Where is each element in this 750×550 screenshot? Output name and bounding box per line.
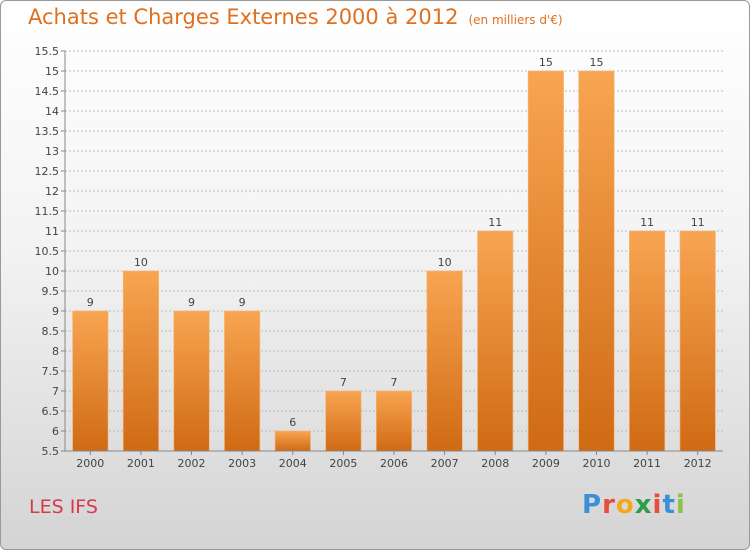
bar-2000 bbox=[72, 310, 109, 452]
y-tick-label: 6 bbox=[52, 425, 59, 438]
y-tick-label: 14.5 bbox=[35, 85, 60, 98]
x-axis-ticks: 2000 2001 2002 2003 2004 2005 2006 2007 2008 2009… bbox=[76, 451, 712, 470]
bar-2003 bbox=[224, 310, 261, 452]
data-label: 9 bbox=[87, 296, 94, 309]
y-tick-label: 11.5 bbox=[35, 205, 60, 218]
bar-2004 bbox=[274, 430, 311, 452]
y-tick-label: 13 bbox=[45, 145, 59, 158]
data-label: 10 bbox=[134, 256, 148, 269]
x-tick-label: 2005 bbox=[329, 457, 357, 470]
bar-2011 bbox=[629, 230, 666, 452]
data-label: 11 bbox=[488, 216, 502, 229]
y-tick-label: 8.5 bbox=[42, 325, 60, 338]
y-tick-label: 15 bbox=[45, 65, 59, 78]
x-tick-label: 2001 bbox=[127, 457, 155, 470]
logo-letter: i bbox=[652, 490, 663, 520]
x-tick-label: 2000 bbox=[76, 457, 104, 470]
y-tick-label: 15.5 bbox=[35, 45, 60, 58]
bar-2007 bbox=[426, 270, 463, 452]
x-tick-label: 2011 bbox=[633, 457, 661, 470]
grid-lines bbox=[65, 50, 723, 432]
bar-2008 bbox=[477, 230, 514, 452]
place-name: LES IFS bbox=[29, 496, 98, 518]
data-label: 10 bbox=[438, 256, 452, 269]
y-tick-label: 8 bbox=[52, 345, 59, 358]
chart-title-text: Achats et Charges Externes 2000 à 2012 bbox=[28, 5, 459, 29]
bar-2005 bbox=[325, 390, 362, 452]
x-tick-label: 2009 bbox=[532, 457, 560, 470]
data-label: 15 bbox=[539, 56, 553, 69]
y-tick-label: 10 bbox=[45, 265, 59, 278]
y-tick-label: 12 bbox=[45, 185, 59, 198]
chart-subtitle: (en milliers d'€) bbox=[468, 13, 563, 27]
y-tick-label: 9 bbox=[52, 305, 59, 318]
x-tick-label: 2012 bbox=[684, 457, 712, 470]
logo-letter: P bbox=[582, 490, 603, 520]
logo-letter: o bbox=[615, 490, 635, 520]
logo-letter: x bbox=[634, 490, 653, 520]
data-label: 6 bbox=[289, 416, 296, 429]
bar-2010 bbox=[578, 70, 615, 452]
bar-2009 bbox=[527, 70, 564, 452]
y-axis-ticks: 5.5 6 6.5 7 7.5 8 8.5 9 9.5 10 10.5 11 11.5 12 12.5 13 1… bbox=[35, 45, 65, 458]
data-label: 9 bbox=[239, 296, 246, 309]
y-tick-label: 12.5 bbox=[35, 165, 60, 178]
bar-2012 bbox=[679, 230, 716, 452]
data-label: 9 bbox=[188, 296, 195, 309]
bar-2001 bbox=[122, 270, 159, 452]
x-tick-label: 2002 bbox=[178, 457, 206, 470]
data-label: 7 bbox=[340, 376, 347, 389]
data-label: 15 bbox=[589, 56, 603, 69]
logo-letter: r bbox=[602, 490, 616, 520]
logo-letter: t bbox=[662, 490, 676, 520]
bar-2002 bbox=[173, 310, 210, 452]
y-tick-label: 7.5 bbox=[42, 365, 60, 378]
y-tick-label: 6.5 bbox=[42, 405, 60, 418]
y-tick-label: 14 bbox=[45, 105, 59, 118]
x-tick-label: 2003 bbox=[228, 457, 256, 470]
x-tick-label: 2004 bbox=[279, 457, 307, 470]
x-tick-label: 2006 bbox=[380, 457, 408, 470]
y-tick-label: 5.5 bbox=[42, 445, 60, 458]
data-label: 11 bbox=[691, 216, 705, 229]
bar-2006 bbox=[375, 390, 413, 452]
proxiti-logo[interactable]: Proxiti bbox=[582, 490, 686, 520]
x-tick-label: 2010 bbox=[582, 457, 610, 470]
chart-title: Achats et Charges Externes 2000 à 2012 (e… bbox=[28, 5, 563, 29]
data-labels: 9 10 9 9 6 7 7 10 11 15 15 11 11 bbox=[87, 56, 705, 429]
y-tick-label: 9.5 bbox=[42, 285, 60, 298]
x-tick-label: 2007 bbox=[431, 457, 459, 470]
y-tick-label: 11 bbox=[45, 225, 59, 238]
logo-letter: i bbox=[675, 490, 686, 520]
x-tick-label: 2008 bbox=[481, 457, 509, 470]
y-tick-label: 10.5 bbox=[35, 245, 60, 258]
data-label: 7 bbox=[391, 376, 398, 389]
y-tick-label: 7 bbox=[52, 385, 59, 398]
bars bbox=[72, 70, 716, 452]
y-tick-label: 13.5 bbox=[35, 125, 60, 138]
data-label: 11 bbox=[640, 216, 654, 229]
